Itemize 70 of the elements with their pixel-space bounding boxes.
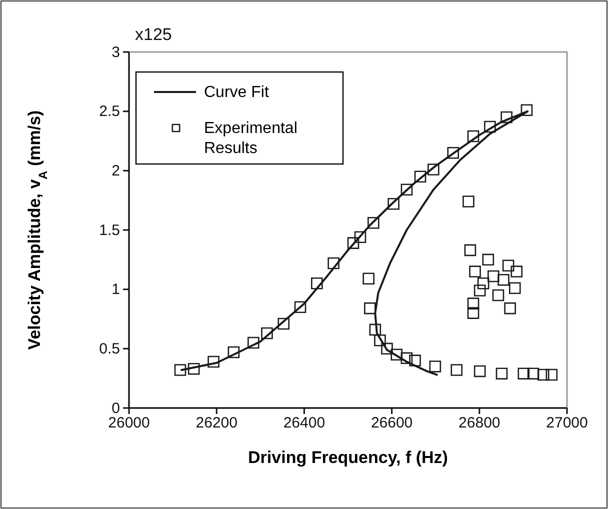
point [400,352,413,364]
point [364,302,376,314]
x-tick-label: 27000 [546,414,588,432]
x-tick-label: 26200 [196,414,238,432]
point [498,274,510,286]
point [374,334,386,346]
legend-label: Experimental Results [204,120,298,157]
point [504,302,516,314]
point [390,348,403,360]
x-tick-label: 26400 [283,414,326,432]
point [311,278,323,290]
point [467,130,480,142]
point [482,254,494,266]
point [527,368,540,380]
point [261,327,273,340]
point [469,266,481,278]
point [467,307,480,319]
point [488,270,500,282]
point [368,216,380,229]
point [508,282,521,294]
text: x125 [135,25,172,44]
point [537,368,550,381]
point [462,196,474,208]
point [492,289,504,302]
point [354,231,366,244]
y-tick-label: 1.5 [99,222,120,239]
point [414,170,426,182]
point [518,368,530,380]
x-tick-label: 26600 [370,414,413,432]
y-tick-label: 2.5 [99,103,120,120]
point [362,272,374,285]
point [388,198,400,210]
point [347,237,360,249]
point [496,368,508,380]
point [294,301,306,314]
y-tick-label: 1 [112,281,120,298]
point [474,365,486,378]
y-tick-label: 0.5 [99,340,120,358]
point [228,346,240,358]
point [546,368,558,381]
point [208,356,220,368]
point [447,146,460,159]
point [477,278,490,290]
point [428,164,440,176]
y-tick-label: 0 [112,400,120,417]
point [369,324,382,336]
point [500,111,512,124]
point [188,362,200,375]
point [474,284,486,296]
point [248,336,260,349]
point [450,364,463,376]
legend-label: Curve Fit [204,84,270,101]
x-tick-label: 26000 [108,414,150,432]
point [174,364,186,376]
y-tick-label: 3 [112,44,120,61]
point [502,260,514,272]
point [328,257,340,270]
x-axis-title: Driving Frequency, f (Hz) [248,448,448,467]
point [464,244,476,256]
point [510,266,523,278]
point [520,104,533,116]
point [278,318,290,330]
point [381,342,393,355]
point [409,354,421,366]
point [467,298,480,310]
point [429,360,442,372]
y-tick-label: 2 [112,162,120,180]
point [484,120,496,133]
point [400,184,413,196]
x-tick-label: 26800 [458,414,500,432]
